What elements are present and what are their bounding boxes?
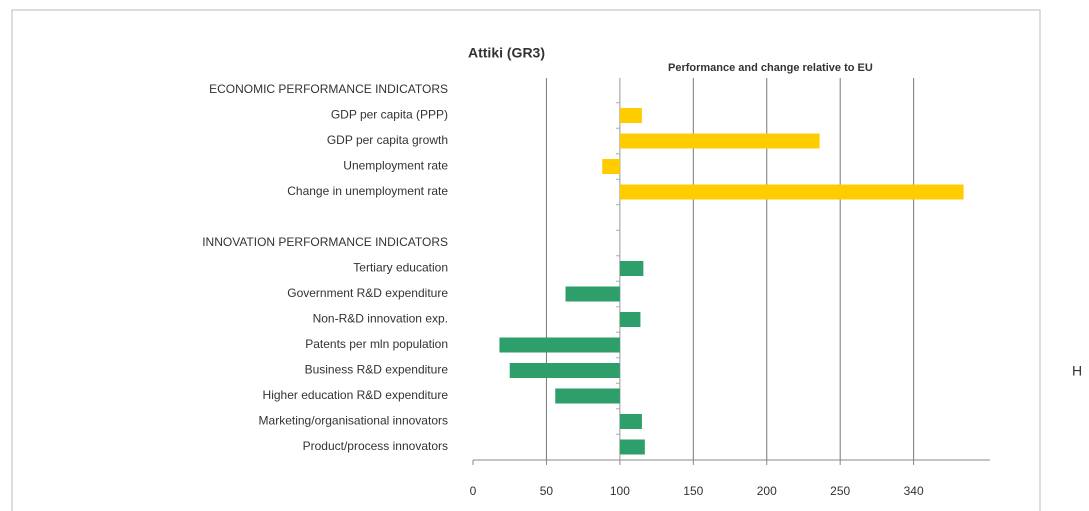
category-label: Product/process innovators	[303, 439, 448, 453]
bar	[619, 439, 645, 455]
bar	[555, 388, 620, 404]
x-tick-label: 50	[540, 484, 554, 498]
bar	[509, 363, 620, 378]
category-label: GDP per capita (PPP)	[331, 108, 448, 122]
bar	[619, 133, 820, 149]
frame	[11, 9, 1041, 511]
bar	[619, 414, 642, 429]
bar	[619, 184, 964, 200]
bar	[499, 337, 620, 353]
category-label: Business R&D expenditure	[305, 363, 449, 377]
x-tick-label: 100	[610, 484, 630, 498]
bar	[619, 261, 644, 276]
bar	[619, 312, 641, 327]
chart-title: Attiki (GR3)	[468, 45, 545, 61]
category-label: Unemployment rate	[343, 159, 448, 173]
x-tick-label: 340	[904, 484, 924, 498]
category-label: Government R&D expenditure	[287, 286, 448, 300]
category-label: ECONOMIC PERFORMANCE INDICATORS	[209, 82, 448, 96]
category-label: Patents per mln population	[305, 337, 448, 351]
bar	[602, 159, 620, 174]
category-label: INNOVATION PERFORMANCE INDICATORS	[202, 235, 448, 249]
bar	[619, 108, 642, 123]
bar	[565, 286, 620, 302]
category-label: Non-R&D innovation exp.	[313, 312, 448, 326]
category-label: Higher education R&D expenditure	[263, 388, 449, 402]
annotation: Performance and change relative to EU	[668, 62, 873, 74]
x-tick-label: 150	[683, 484, 703, 498]
x-tick-label: 0	[470, 484, 477, 498]
x-tick-label: 200	[757, 484, 777, 498]
side-text: H	[1072, 363, 1082, 379]
category-label: Change in unemployment rate	[287, 184, 448, 198]
category-label: GDP per capita growth	[327, 133, 448, 147]
category-label: Marketing/organisational innovators	[259, 414, 448, 428]
category-label: Tertiary education	[353, 261, 448, 275]
x-tick-label: 250	[830, 484, 850, 498]
